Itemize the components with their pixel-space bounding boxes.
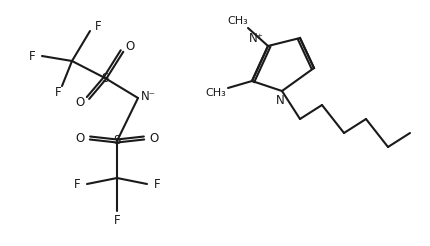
Text: F: F — [74, 178, 80, 190]
Text: O: O — [75, 132, 85, 144]
Text: F: F — [55, 87, 61, 99]
Text: N⁺: N⁺ — [249, 31, 264, 45]
Text: F: F — [29, 49, 35, 62]
Text: O: O — [75, 95, 85, 108]
Text: F: F — [114, 214, 120, 227]
Text: CH₃: CH₃ — [206, 88, 226, 98]
Text: N⁻: N⁻ — [141, 90, 156, 103]
Text: S: S — [114, 135, 121, 148]
Text: S: S — [101, 72, 109, 84]
Text: F: F — [154, 178, 160, 190]
Text: O: O — [126, 41, 135, 53]
Text: O: O — [149, 132, 159, 144]
Text: N: N — [276, 93, 284, 107]
Text: CH₃: CH₃ — [227, 16, 249, 26]
Text: F: F — [95, 20, 101, 33]
